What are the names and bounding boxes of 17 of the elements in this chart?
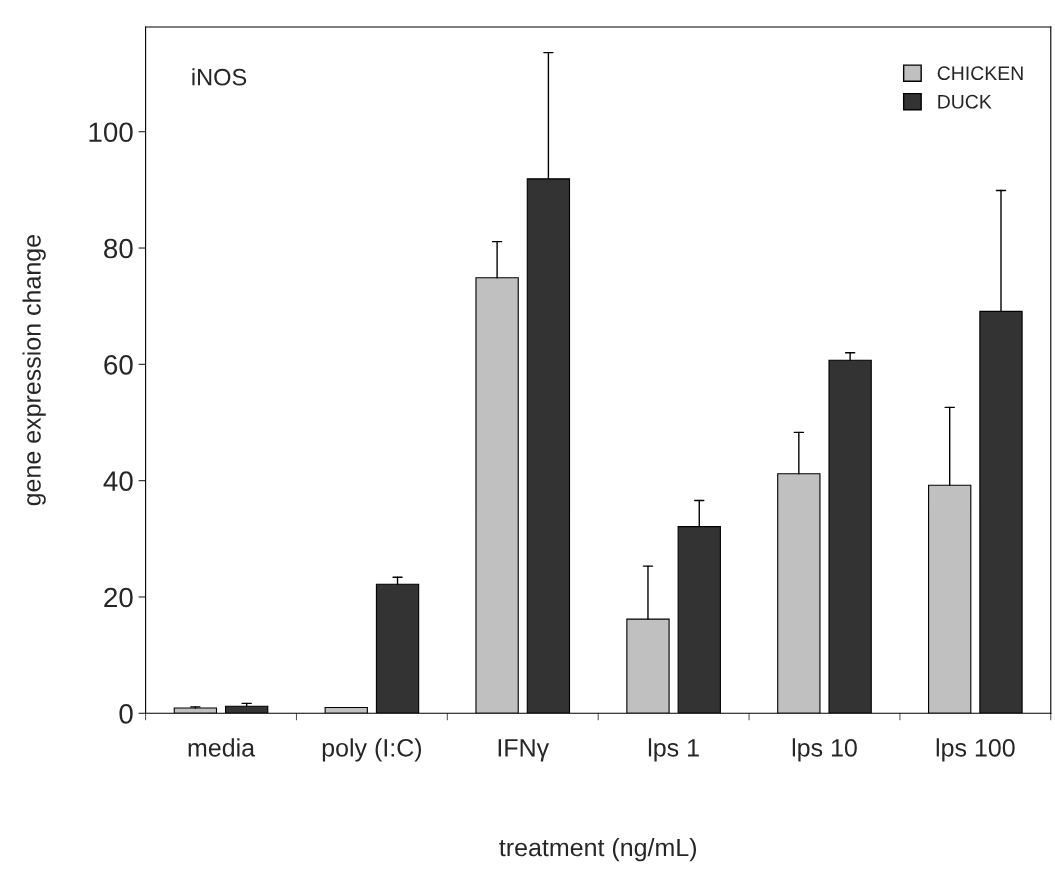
x-axis-title: treatment (ng/mL)	[499, 837, 696, 862]
x-tick-label: IFNγ	[498, 739, 550, 762]
x-tick-label: media	[188, 738, 256, 757]
y-tick-label: 20	[104, 587, 133, 608]
y-axis-title: gene expression change	[22, 235, 46, 506]
y-tick-label: 40	[103, 471, 133, 491]
x-tick-label: lps 10	[792, 738, 857, 762]
y-tick-label: 60	[104, 355, 133, 375]
x-tick-label: lps 1	[648, 738, 699, 762]
legend-label: DUCK	[938, 94, 992, 109]
annotation: iNOS	[192, 68, 247, 86]
y-tick-label: 0	[119, 703, 133, 724]
y-tick-label: 80	[104, 238, 133, 259]
x-tick-label: lps 100	[936, 738, 1015, 762]
x-tick-label: poly (I:C)	[322, 738, 422, 762]
legend-label: CHICKEN	[937, 66, 1023, 81]
y-tick-label: 100	[89, 122, 133, 143]
